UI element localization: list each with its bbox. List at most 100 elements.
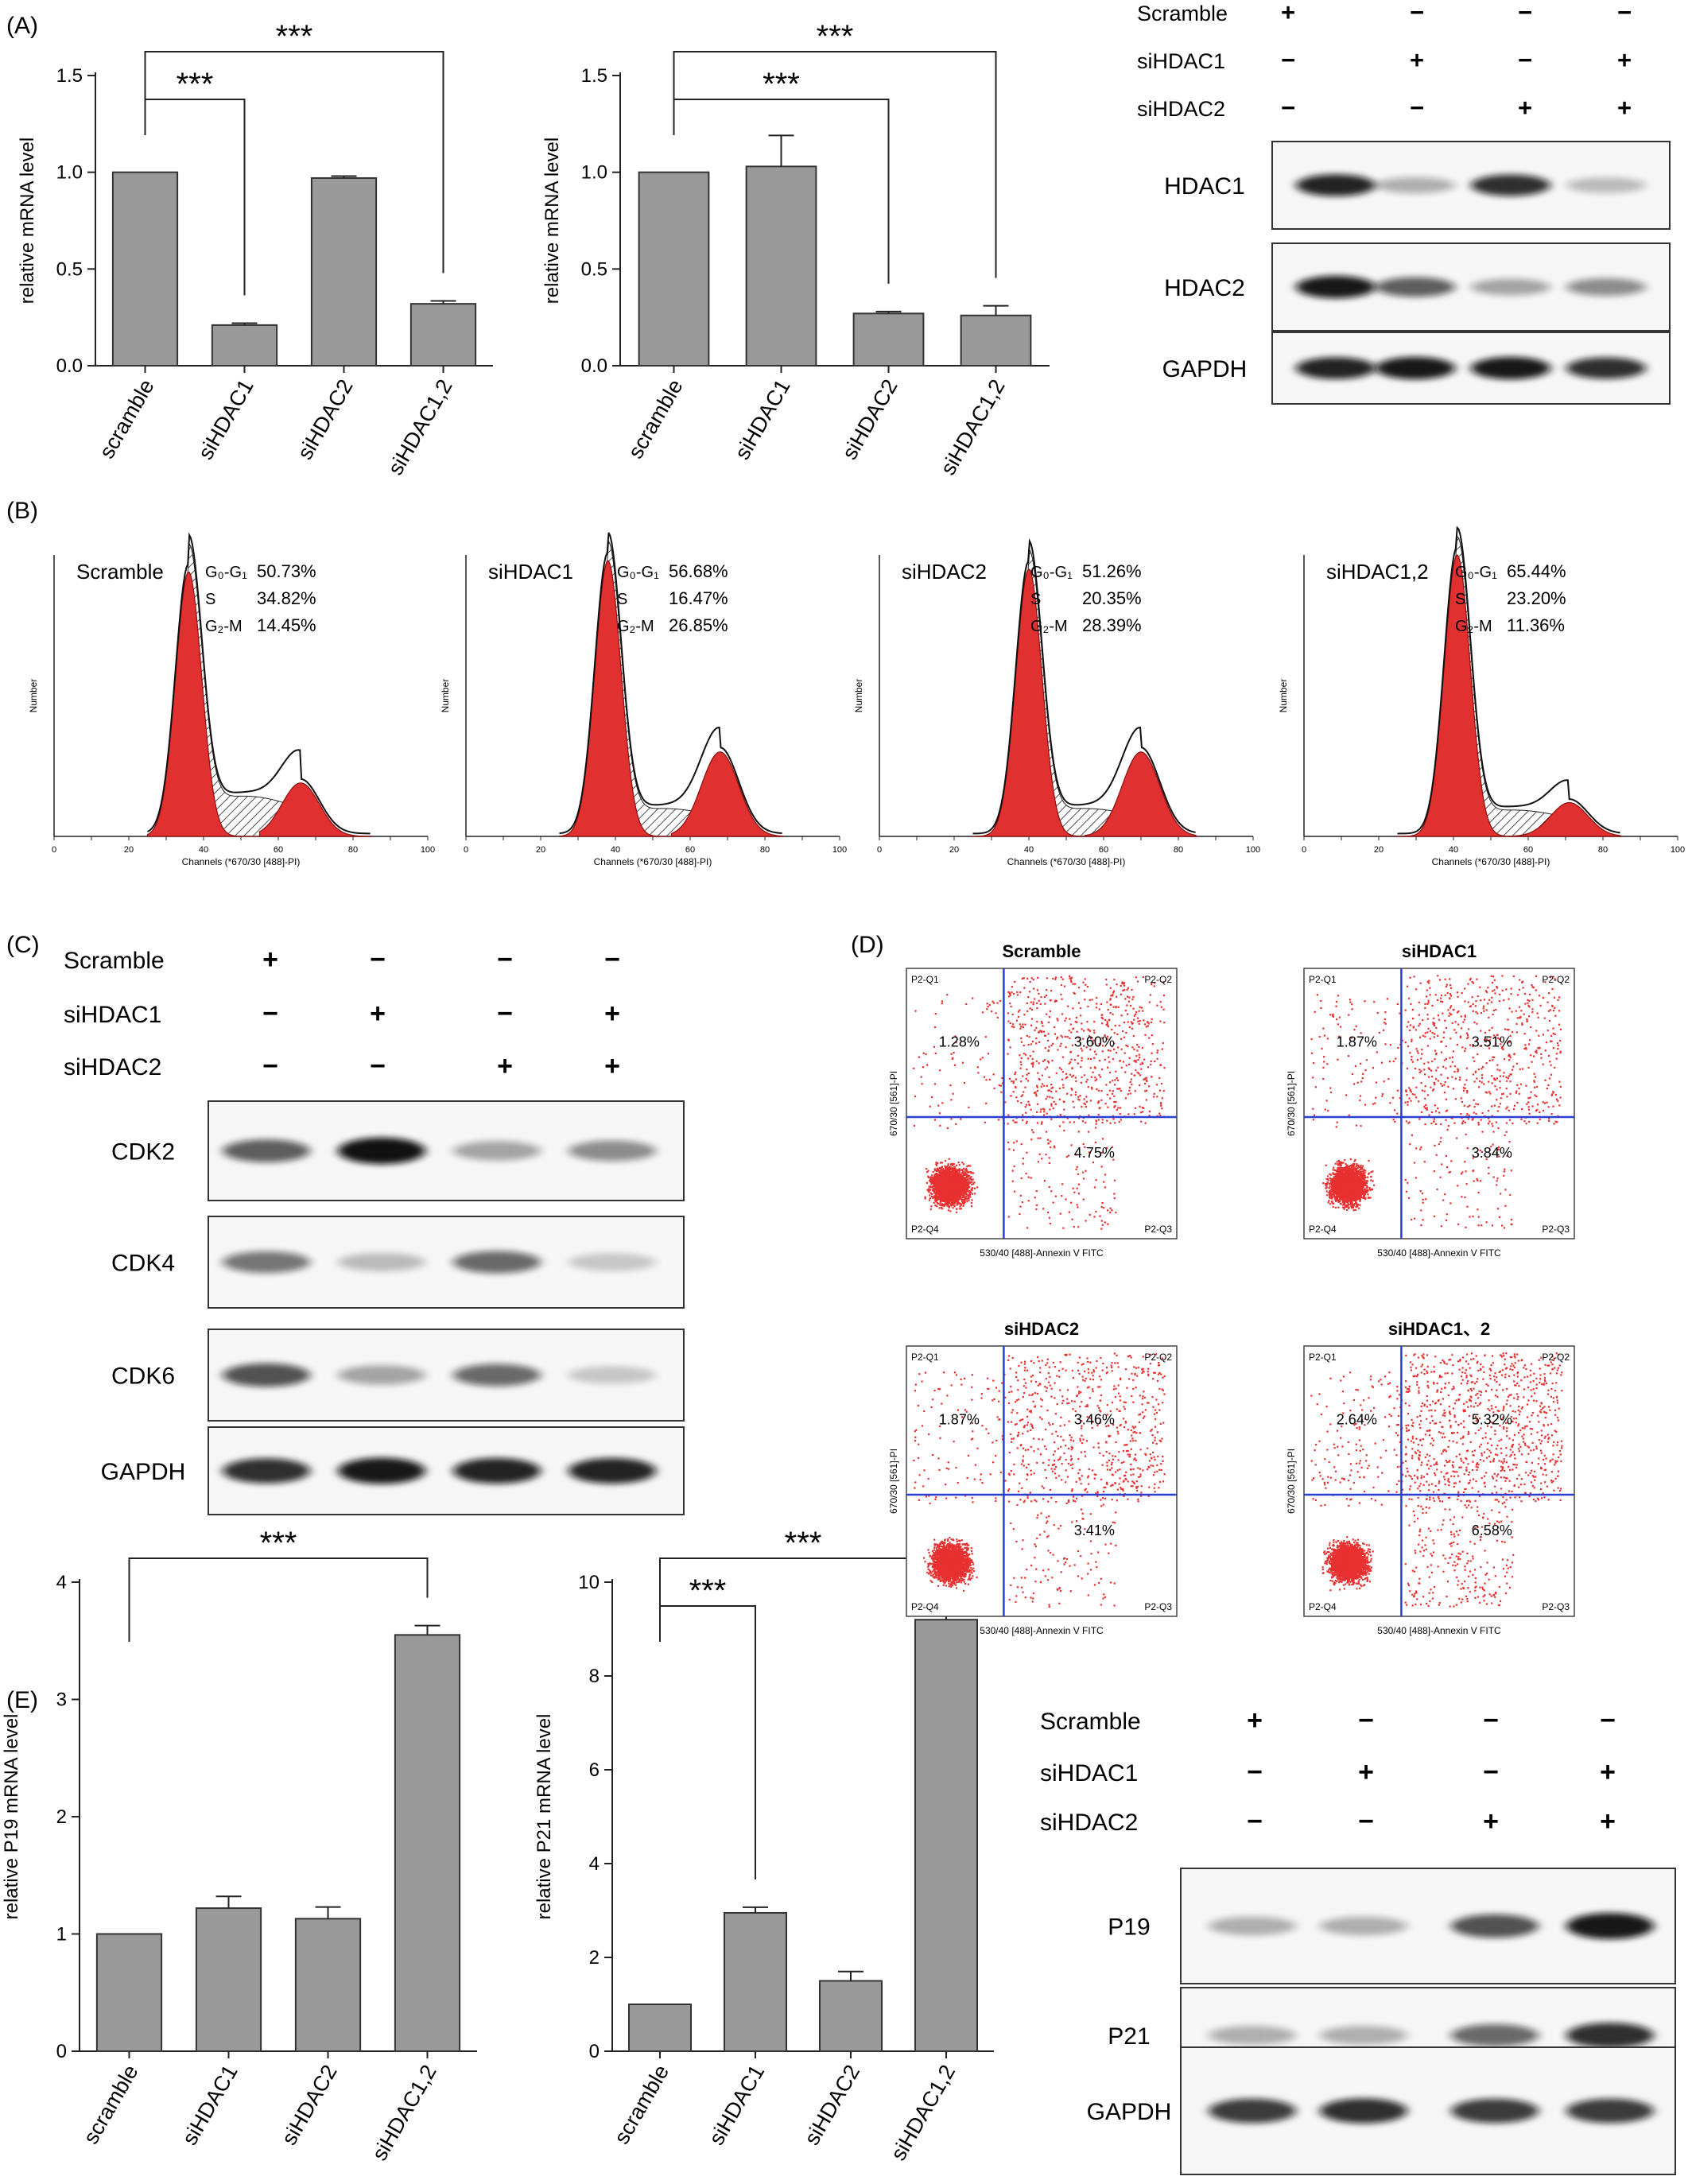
scatter-point bbox=[1112, 1057, 1114, 1061]
scatter-point bbox=[956, 1196, 958, 1198]
scatter-point bbox=[1043, 1084, 1046, 1087]
quadrant-value: 1.28% bbox=[939, 1034, 980, 1050]
scatter-point bbox=[1326, 1177, 1329, 1181]
scatter-point bbox=[1081, 1059, 1083, 1062]
scatter-point bbox=[965, 1180, 968, 1182]
scatter-point bbox=[942, 1192, 945, 1194]
scatter-point bbox=[1085, 1080, 1088, 1083]
scatter-point bbox=[960, 1180, 963, 1182]
scatter-point bbox=[968, 1165, 970, 1167]
blot-label: HDAC1 bbox=[1164, 173, 1245, 200]
scatter-point bbox=[964, 1195, 967, 1198]
bar bbox=[724, 1911, 787, 2052]
scatter-point bbox=[934, 1201, 937, 1203]
bar bbox=[394, 1634, 461, 2052]
scatter-point bbox=[1105, 1084, 1108, 1086]
scatter-point bbox=[950, 1189, 953, 1191]
scatter-point bbox=[1046, 977, 1048, 980]
scatter-point bbox=[1100, 1003, 1102, 1005]
scatter-point bbox=[943, 1199, 945, 1201]
scatter-point bbox=[1131, 1027, 1134, 1030]
scatter-point bbox=[960, 1177, 964, 1179]
histogram-tick-label: 100 bbox=[1671, 845, 1685, 855]
scatter-point bbox=[944, 1183, 946, 1185]
scatter-point bbox=[988, 1003, 991, 1007]
scatter-point bbox=[987, 1006, 989, 1008]
scatter-point bbox=[1127, 1000, 1130, 1003]
scatter-point bbox=[1025, 1077, 1027, 1080]
scatter-point bbox=[960, 1201, 964, 1203]
scatter-point bbox=[945, 1177, 949, 1179]
scatter-point bbox=[1077, 1098, 1080, 1100]
scatter-point bbox=[1026, 1227, 1029, 1229]
scatter-point bbox=[1087, 1005, 1089, 1008]
scatter-point bbox=[938, 1175, 941, 1178]
bar bbox=[745, 165, 817, 367]
scatter-point bbox=[955, 1042, 957, 1044]
scatter-point bbox=[1032, 1003, 1034, 1006]
scatter-point bbox=[1352, 1204, 1355, 1207]
scatter-point bbox=[1085, 1100, 1088, 1103]
scatter-point bbox=[938, 1173, 941, 1176]
scatter-point bbox=[957, 1180, 959, 1182]
lane-row-label: siHDAC1 bbox=[1040, 1760, 1138, 1786]
scatter-point bbox=[1071, 1067, 1073, 1069]
blot-band bbox=[223, 1458, 310, 1484]
scatter-point bbox=[949, 1195, 952, 1197]
scatter-point bbox=[1073, 1121, 1076, 1123]
scatter-point bbox=[1057, 1049, 1059, 1051]
scatter-point bbox=[1030, 1018, 1034, 1020]
scatter-point bbox=[964, 1171, 966, 1173]
scatter-point bbox=[1032, 1063, 1034, 1065]
scatter-point bbox=[937, 1179, 940, 1182]
scatter-point bbox=[1131, 988, 1133, 991]
scatter-point bbox=[951, 1171, 954, 1173]
scatter-point bbox=[958, 1168, 960, 1170]
scatter-point bbox=[962, 1190, 965, 1193]
scatter-point bbox=[960, 1193, 962, 1196]
scatter-point bbox=[1007, 995, 1011, 998]
scatter-points bbox=[1310, 975, 1562, 1229]
scatter-point bbox=[1041, 1083, 1044, 1085]
histogram-x-label: Channels (*670/30 [488]-PI) bbox=[182, 856, 301, 867]
scatter-point bbox=[954, 1192, 957, 1194]
scatter-point bbox=[1330, 1194, 1333, 1197]
scatter-point bbox=[943, 1170, 946, 1173]
scatter-point bbox=[930, 1174, 933, 1177]
scatter-point bbox=[1360, 1164, 1362, 1166]
scatter-point bbox=[1019, 1023, 1021, 1026]
scatter-point bbox=[1108, 1061, 1111, 1063]
scatter-point bbox=[1347, 1202, 1349, 1204]
scatter-point bbox=[947, 1176, 950, 1178]
scatter-point bbox=[1131, 1084, 1133, 1086]
blot-label: P21 bbox=[1108, 2023, 1150, 2050]
scatter-point bbox=[959, 1197, 961, 1199]
scatter-point bbox=[1162, 994, 1166, 997]
blot-band bbox=[338, 1252, 425, 1272]
scatter-point bbox=[962, 1202, 964, 1204]
scatter-point bbox=[1030, 1062, 1033, 1065]
scatter-point bbox=[941, 1196, 944, 1198]
scatter-point bbox=[1163, 1067, 1166, 1069]
scatter-point bbox=[1023, 1091, 1025, 1093]
scatter-point bbox=[1145, 1079, 1148, 1081]
scatter-point bbox=[1148, 1001, 1151, 1003]
scatter-point bbox=[1150, 1060, 1152, 1063]
scatter-point bbox=[1111, 1028, 1113, 1031]
panel-letter-e: (E) bbox=[6, 1687, 38, 1713]
scatter-point bbox=[949, 1175, 952, 1178]
scatter-point bbox=[1045, 1098, 1047, 1100]
y-axis-label: relative mRNA level bbox=[17, 138, 38, 304]
scatter-point bbox=[1359, 1200, 1361, 1203]
scatter-point bbox=[953, 1201, 957, 1203]
minus-sign: − bbox=[1518, 0, 1532, 26]
scatter-point bbox=[944, 1172, 946, 1175]
scatter-point bbox=[935, 1176, 938, 1178]
scatter-point bbox=[1039, 1137, 1042, 1139]
scatter-point bbox=[1036, 1090, 1039, 1092]
scatter-point bbox=[966, 1173, 968, 1177]
scatter-point bbox=[1080, 1047, 1082, 1049]
blot-label: CDK6 bbox=[111, 1364, 175, 1390]
scatter-point bbox=[949, 1163, 953, 1166]
x-tick-label: siHDAC2 bbox=[293, 375, 357, 464]
